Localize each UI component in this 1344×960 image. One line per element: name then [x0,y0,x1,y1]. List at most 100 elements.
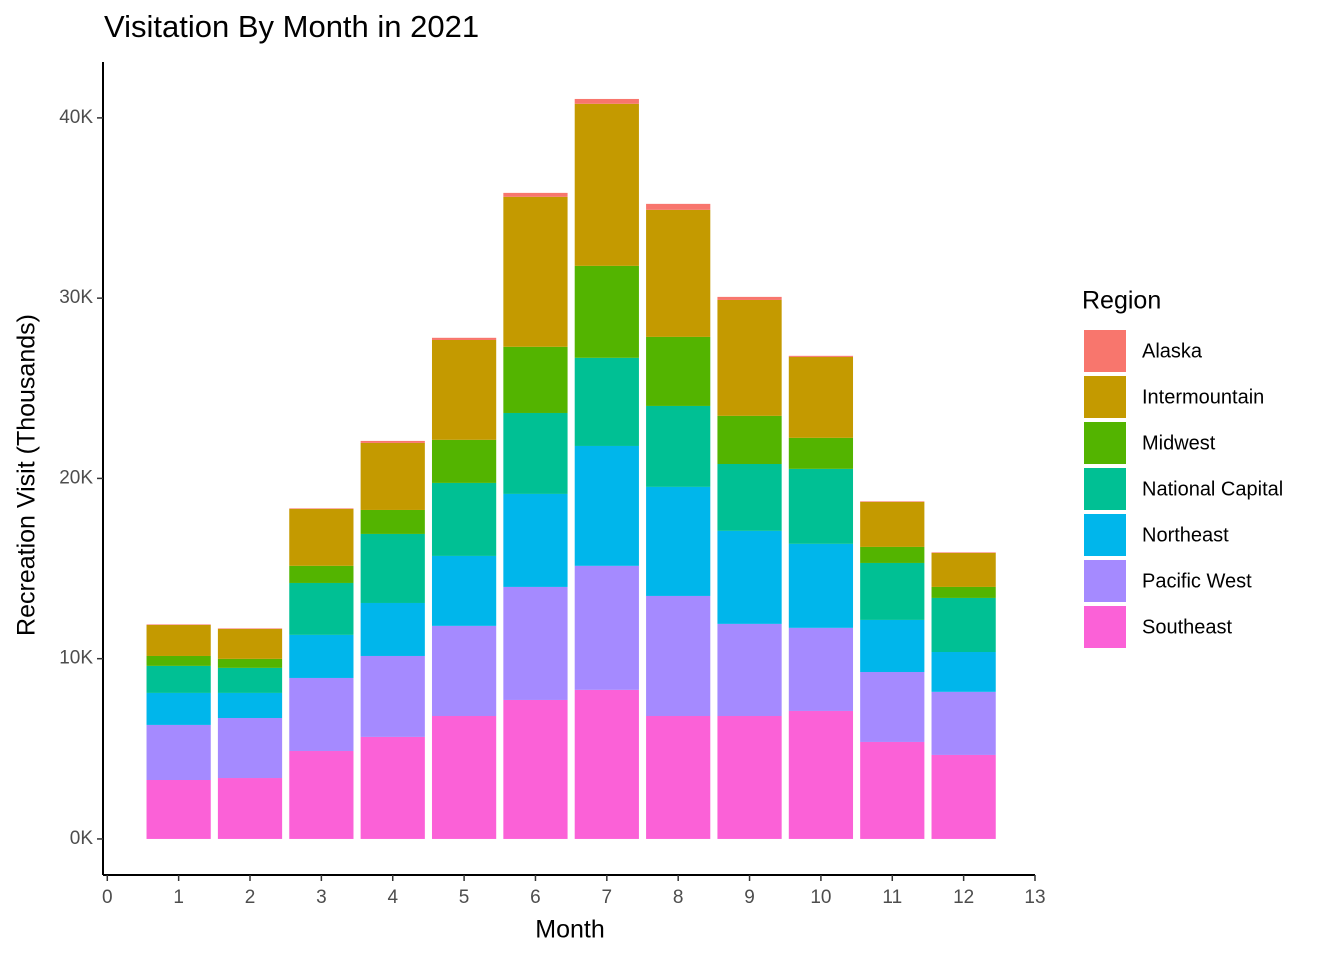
bar-segment [360,655,425,737]
bar-segment [289,508,354,509]
bar-segment [931,597,996,653]
bar-segment [289,565,354,583]
bar-segment [717,415,782,464]
bar-segment [646,405,711,487]
bar-segment [503,196,568,347]
bar-segment [146,724,211,780]
bar-segment [931,754,996,839]
bar-segment [431,339,497,440]
bar-segment [717,296,782,300]
bar-segment [431,625,497,717]
bar-segment [788,356,854,438]
legend-title: Region [1082,287,1161,315]
x-tick-label: 6 [530,887,541,908]
bar-segment [646,595,711,717]
bar-segment [217,778,283,839]
bar-segment [431,716,497,839]
bar-segment [431,439,497,483]
y-tick-label: 20K [59,467,93,488]
x-tick-label: 0 [102,887,113,908]
bar-segment [289,634,354,678]
legend-swatch [1084,514,1126,556]
bar-segment [646,209,711,337]
bar-segment [503,493,568,587]
x-tick-label: 9 [744,887,755,908]
x-tick-label: 10 [810,887,831,908]
bar-segment [931,691,996,755]
bar-segment [646,203,711,210]
bar-segment [217,667,283,693]
legend-swatch [1084,560,1126,602]
bar-segment [360,509,425,534]
x-tick-label: 3 [316,887,327,908]
bar-segment [289,750,354,839]
bar-segment [574,103,639,266]
bar-segment [217,628,283,629]
bar-segment [503,412,568,494]
y-tick-label: 40K [59,107,93,128]
bar-segment [360,602,425,656]
bar-segment [717,623,782,717]
legend-label: Northeast [1142,524,1229,546]
legend-swatch [1084,422,1126,464]
bar-segment [146,624,211,625]
legend-label: National Capital [1142,478,1283,500]
bar-segment [646,486,711,596]
y-tick-label: 30K [59,287,93,308]
bar-segment [289,508,354,566]
bar-segment [146,624,211,656]
legend-swatch [1084,376,1126,418]
bar-segment [217,658,283,668]
x-tick-label: 8 [673,887,684,908]
legend-label: Midwest [1142,432,1216,454]
x-tick-label: 12 [953,887,974,908]
bar-segment [788,355,854,357]
bar-segment [360,442,425,510]
bar-segment [289,677,354,751]
x-axis-label: Month [535,916,604,944]
bar-segment [860,546,925,563]
bar-segment [217,717,283,779]
legend-swatch [1084,468,1126,510]
y-tick-label: 0K [70,828,94,849]
x-tick-label: 4 [387,887,398,908]
bar-segment [360,736,425,839]
bar-segment [146,779,211,839]
bar-segment [788,437,854,469]
y-tick-label: 10K [59,648,93,669]
x-tick-label: 1 [173,887,184,908]
bar-segment [788,710,854,839]
bar-segment [146,665,211,693]
bar-segment [717,716,782,839]
bar-segment [788,627,854,711]
bar-segment [574,98,639,104]
legend-label: Intermountain [1142,386,1264,408]
bar-segment [431,482,497,556]
bar-segment [574,445,639,566]
bar-segment [931,586,996,598]
bar-segment [217,692,283,718]
bar-segment [574,689,639,839]
bar-segment [788,543,854,628]
bar-segment [360,440,425,443]
bar-segment [503,346,568,413]
bar-segment [860,562,925,620]
bar-segment [931,552,996,553]
bar-segment [860,501,925,547]
bar-segment [788,468,854,544]
x-tick-label: 2 [245,887,256,908]
bar-segment [146,655,211,666]
bar-segment [431,555,497,626]
bar-segment [503,586,568,700]
legend-label: Alaska [1142,340,1203,362]
bar-segment [717,463,782,531]
bar-segment [217,628,283,659]
bar-segment [146,692,211,725]
bar-segment [646,716,711,839]
bar-segment [574,357,639,446]
x-tick-label: 11 [882,887,902,908]
bar-segment [289,582,354,635]
legend-label: Southeast [1142,616,1233,638]
bar-segment [503,699,568,839]
